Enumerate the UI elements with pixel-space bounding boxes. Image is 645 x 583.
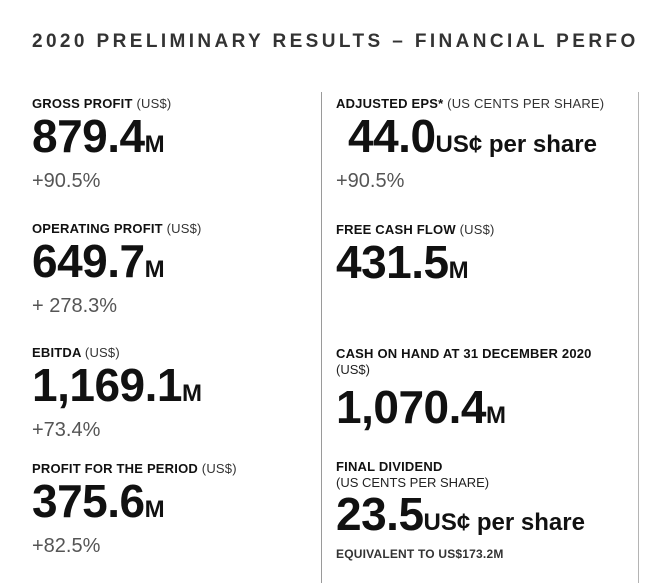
metric-value: 431.5M [336,236,469,288]
metric-value: 44.0US¢ per share [348,110,597,162]
metric-label: GROSS PROFIT (US$) [32,96,172,111]
metric-free-cash-flow: FREE CASH FLOW (US$) 431.5M [336,222,495,295]
metric-ebitda: EBITDA (US$) 1,169.1M +73.4% [32,345,202,442]
metric-label: ADJUSTED EPS* (US CENTS PER SHARE) [336,96,605,111]
metric-value: 649.7M [32,235,165,287]
metric-gross-profit: GROSS PROFIT (US$) 879.4M +90.5% [32,96,171,193]
metric-value: 23.5US¢ per share [336,488,585,540]
column-divider [321,92,322,583]
metric-unit: (US CENTS PER SHARE) [336,475,490,490]
metric-label: CASH ON HAND AT 31 DECEMBER 2020 [336,346,592,361]
metric-label: FINAL DIVIDEND [336,459,443,474]
metric-label: FREE CASH FLOW (US$) [336,222,495,237]
metric-profit-for-period: PROFIT FOR THE PERIOD (US$) 375.6M +82.5… [32,461,237,558]
metric-value: 879.4M [32,110,165,162]
metric-label: OPERATING PROFIT (US$) [32,221,202,236]
metric-change: + 278.3% [32,295,118,317]
metric-change: +73.4% [32,419,101,441]
metric-label: PROFIT FOR THE PERIOD (US$) [32,461,237,476]
metric-unit: (US$) [336,362,370,377]
metric-adjusted-eps: ADJUSTED EPS* (US CENTS PER SHARE) 44.0U… [336,96,604,193]
metric-operating-profit: OPERATING PROFIT (US$) 649.7M + 278.3% [32,221,202,318]
metric-note: EQUIVALENT TO US$173.2M [336,547,504,561]
metric-value: 375.6M [32,475,165,527]
metric-final-dividend: FINAL DIVIDEND (US CENTS PER SHARE) 23.5… [336,459,585,561]
page-title: 2020 PRELIMINARY RESULTS – FINANCIAL PER… [32,31,639,52]
metric-value: 1,070.4M [336,381,506,433]
metric-label: EBITDA (US$) [32,345,120,360]
metric-value: 1,169.1M [32,359,202,411]
metric-change: +90.5% [336,170,405,192]
metric-change: +90.5% [32,170,101,192]
metric-change: +82.5% [32,535,101,557]
metric-cash-on-hand: CASH ON HAND AT 31 DECEMBER 2020 (US$) 1… [336,346,592,440]
right-edge-divider [638,92,639,583]
